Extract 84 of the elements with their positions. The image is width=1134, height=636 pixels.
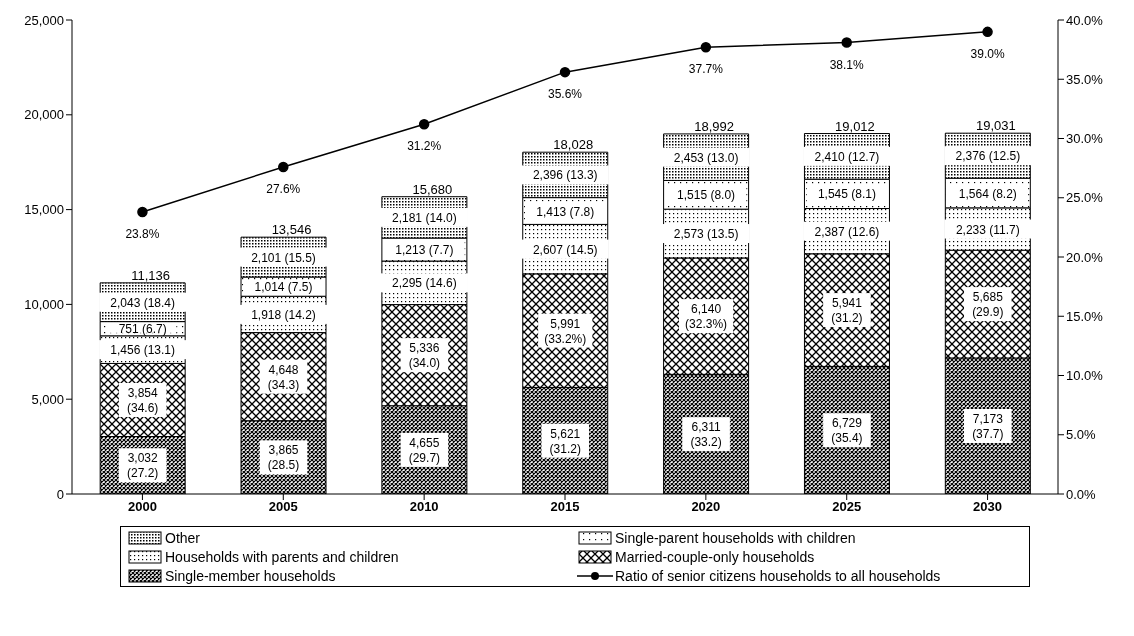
y2-tick-label: 5.0% <box>1066 427 1097 443</box>
y2-tick-label: 25.0% <box>1066 190 1104 206</box>
y-tick-label: 25,000 <box>24 12 64 28</box>
point <box>841 37 852 48</box>
data-label: 5,991 (33.2%) <box>544 316 587 346</box>
data-label: 1,213 (7.7) <box>395 243 454 258</box>
point <box>137 206 148 218</box>
total-label: 19,031 <box>975 118 1016 134</box>
total-label: 19,012 <box>835 118 875 134</box>
x-tick-label: 2015 <box>550 499 580 515</box>
data-label: 2,607 (14.5) <box>532 242 598 257</box>
data-label: 37.7% <box>688 62 724 77</box>
data-label: 6,311 (33.2) <box>690 420 722 450</box>
data-label: 38.1% <box>829 57 865 72</box>
x-tick-label: 2030 <box>973 499 1003 515</box>
data-label: 1,456 (13.1) <box>110 343 176 358</box>
data-label: 6,140 (32.3%) <box>685 302 728 332</box>
data-label: 2,453 (13.0) <box>673 150 739 165</box>
total-label: 18,028 <box>553 137 594 153</box>
point <box>982 26 993 38</box>
data-label: 1,515 (8.0) <box>677 188 736 203</box>
data-label: 5,336 (34.0) <box>408 341 441 371</box>
data-label: 1,413 (7.8) <box>536 204 595 219</box>
data-label: 31.2% <box>407 139 442 154</box>
x-tick-label: 2025 <box>832 499 862 515</box>
data-label: 3,032 (27.2) <box>126 451 159 481</box>
data-label: 1,014 (7.5) <box>254 280 313 295</box>
data-label: 27.6% <box>266 181 301 196</box>
total-label: 15,680 <box>412 181 453 197</box>
y2-tick-label: 35.0% <box>1066 71 1104 87</box>
data-label: 4,655 (29.7) <box>408 435 441 465</box>
y-tick-label: 10,000 <box>24 297 64 313</box>
legend-label: Ratio of senior citizens households to all households <box>615 567 941 584</box>
data-label: 751 (6.7) <box>118 322 167 337</box>
x-tick-label: 2005 <box>268 499 298 515</box>
data-label: 3,854 (34.6) <box>126 385 159 415</box>
data-label: 1,545 (8.1) <box>817 187 876 202</box>
data-label: 1,564 (8.2) <box>958 186 1017 201</box>
y2-tick-label: 10.0% <box>1066 368 1104 384</box>
point <box>700 42 712 53</box>
data-label: 3,865 (28.5) <box>267 443 300 473</box>
y-tick-label: 20,000 <box>24 107 64 123</box>
y2-tick-label: 0.0% <box>1066 486 1097 502</box>
data-label: 2,101 (15.5) <box>251 250 316 265</box>
data-label: 2,043 (18.4) <box>110 295 176 310</box>
legend-label: Other <box>165 529 201 546</box>
y-tick-label: 15,000 <box>24 202 64 218</box>
total-label: 13,546 <box>271 222 312 238</box>
y2-tick-label: 30.0% <box>1066 131 1104 147</box>
point <box>559 66 571 78</box>
data-label: 5,621 (31.2) <box>549 426 581 456</box>
y2-tick-label: 20.0% <box>1066 249 1104 265</box>
x-tick-label: 2000 <box>127 499 157 515</box>
total-label: 11,136 <box>131 267 171 283</box>
legend-label: Married-couple-only households <box>615 548 815 565</box>
x-tick-label: 2010 <box>409 499 439 515</box>
data-label: 2,410 (12.7) <box>814 149 880 164</box>
y-tick-label: 5,000 <box>31 391 64 407</box>
data-label: 2,295 (14.6) <box>392 276 457 291</box>
legend-label: Single-parent households with children <box>615 529 856 546</box>
total-label: 18,992 <box>694 118 734 134</box>
legend-label: Households with parents and children <box>165 548 399 565</box>
data-label: 6,729 (35.4) <box>831 416 863 446</box>
y2-tick-label: 40.0% <box>1066 12 1104 28</box>
data-label: 2,181 (14.0) <box>392 210 457 225</box>
data-label: 35.6% <box>547 87 583 102</box>
data-label: 7,173 (37.7) <box>972 412 1004 441</box>
data-label: 2,376 (12.5) <box>955 149 1021 164</box>
point <box>418 119 430 130</box>
data-label: 39.0% <box>970 46 1005 61</box>
data-label: 1,918 (14.2) <box>251 307 316 322</box>
data-label: 2,396 (13.3) <box>532 168 598 183</box>
y-tick-label: 0 <box>56 486 64 502</box>
data-label: 5,685 (29.9) <box>972 290 1004 320</box>
data-label: 5,941 (31.2) <box>831 296 863 326</box>
data-label: 2,387 (12.6) <box>814 224 880 239</box>
data-label: 4,648 (34.3) <box>267 362 300 392</box>
data-label: 23.8% <box>125 226 160 241</box>
y2-tick-label: 15.0% <box>1066 308 1104 324</box>
x-tick-label: 2020 <box>691 499 721 515</box>
point <box>278 161 289 173</box>
data-label: 2,233 (11.7) <box>955 222 1020 237</box>
legend-label: Single-member households <box>165 567 336 584</box>
data-label: 2,573 (13.5) <box>673 227 739 242</box>
